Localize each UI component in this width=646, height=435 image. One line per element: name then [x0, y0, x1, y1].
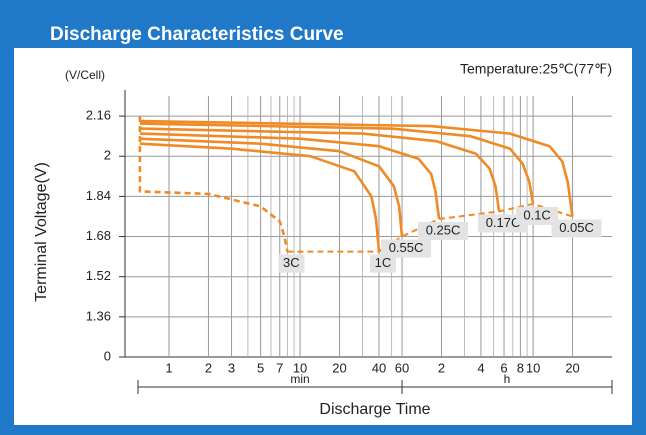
- x-tick-label: 10: [526, 360, 540, 375]
- x-tick-label: 20: [332, 360, 346, 375]
- discharge-curve: [139, 127, 501, 212]
- x-tick-label: 6: [500, 360, 507, 375]
- discharge-curve: [139, 122, 535, 205]
- curve-label-box: [278, 254, 305, 273]
- y-axis-title: Terminal Voltage(V): [33, 162, 50, 302]
- curve-label-box: [369, 254, 396, 273]
- y-tick-label: 0: [104, 348, 111, 363]
- x-tick-label: 60: [395, 360, 409, 375]
- x-tick-label: 20: [565, 360, 579, 375]
- curve-label-box: [516, 206, 559, 225]
- x-unit-label: h: [504, 372, 511, 386]
- y-tick-label: 1.36: [86, 308, 111, 323]
- x-unit-label: min: [290, 372, 309, 386]
- y-tick-label: 2: [104, 148, 111, 163]
- discharge-curve: [138, 116, 289, 252]
- x-tick-label: 10: [293, 360, 307, 375]
- x-tick-label: 2: [205, 360, 212, 375]
- curve-label-box: [418, 221, 469, 240]
- y-tick-label: 1.68: [86, 228, 111, 243]
- x-tick-label: 3: [228, 360, 235, 375]
- x-tick-label: 4: [477, 360, 484, 375]
- curve-label: 0.1C: [523, 207, 550, 222]
- chart-title: Discharge Characteristics Curve: [50, 24, 344, 45]
- y-tick-label: 1.52: [86, 268, 111, 283]
- y-unit: (V/Cell): [65, 68, 105, 82]
- curve-label: 0.25C: [426, 222, 461, 237]
- curve-label-box: [381, 239, 432, 258]
- x-tick-label: 1: [165, 360, 172, 375]
- x-tick-label: 7: [276, 360, 283, 375]
- curve-label: 0.05C: [559, 220, 594, 235]
- x-tick-label: 40: [372, 360, 386, 375]
- discharge-curve: [139, 142, 381, 252]
- y-tick-label: 2.16: [86, 108, 111, 123]
- curve-label: 0.17C: [486, 215, 521, 230]
- discharge-curve: [139, 119, 574, 217]
- x-tick-label: 5: [257, 360, 264, 375]
- curve-label: 0.55C: [389, 240, 424, 255]
- x-tick-label: 8: [517, 360, 524, 375]
- curve-label-box: [478, 214, 529, 233]
- discharge-curve: [139, 137, 404, 237]
- curve-label: 1C: [375, 255, 392, 270]
- x-axis-title: Discharge Time: [319, 401, 430, 418]
- discharge-curve: [139, 132, 441, 220]
- curve-label-box: [551, 219, 602, 238]
- curve-label: 3C: [283, 255, 300, 270]
- chart-subtitle: Temperature:25℃(77℉): [460, 61, 612, 77]
- x-tick-label: 2: [438, 360, 445, 375]
- y-tick-label: 1.84: [86, 188, 111, 203]
- end-voltage-line: [287, 202, 573, 253]
